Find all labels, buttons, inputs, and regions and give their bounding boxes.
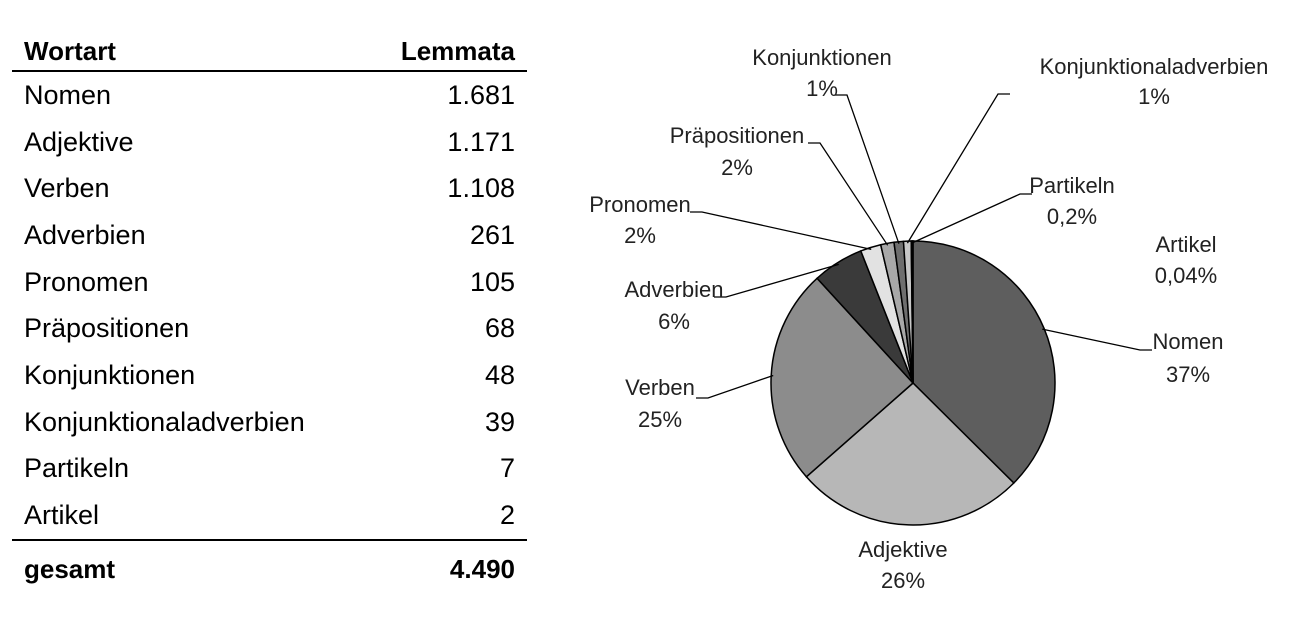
row-wortart: Präpositionen <box>24 313 190 344</box>
table-row: Nomen 1.681 <box>12 72 527 119</box>
pie-chart: Nomen 37% Adjektive 26% Verben 25% Adverbien 6%… <box>589 45 1269 593</box>
header-lemmata: Lemmata <box>400 35 515 66</box>
slice-label: Präpositionen <box>670 123 805 148</box>
slice-percent-label: 2% <box>624 223 656 248</box>
leader-line-nomen <box>1042 328 1152 351</box>
table-header: Wortart Lemmata <box>12 32 527 72</box>
pie-slice-adjektive <box>805 381 1015 526</box>
slice-label: Nomen <box>1153 329 1224 354</box>
row-wortart: Artikel <box>24 500 100 531</box>
slice-percent-label: 2% <box>721 155 753 180</box>
slice-label: Adverbien <box>624 277 723 302</box>
slice-percent-label: 0,04% <box>1155 263 1217 288</box>
row-lemmata: 1.108 <box>447 173 515 204</box>
table-row: Partikeln 7 <box>12 446 527 493</box>
row-wortart: Nomen <box>24 79 112 110</box>
slice-percent-label: 0,2% <box>1047 204 1097 229</box>
slice-label: Artikel <box>1155 232 1216 257</box>
row-lemmata: 68 <box>484 313 515 344</box>
leader-line-adverbien <box>714 263 839 298</box>
row-wortart: Adjektive <box>24 126 134 157</box>
slice-percent-label: 6% <box>658 309 690 334</box>
lemmata-table: Wortart Lemmata Nomen 1.681 Adjektive 1.171… <box>12 32 527 599</box>
slice-percent-label: 25% <box>638 407 682 432</box>
row-lemmata: 48 <box>484 359 515 390</box>
leader-line-konjunktionen <box>835 94 900 244</box>
row-lemmata: 7 <box>499 453 515 484</box>
row-lemmata: 1.171 <box>447 126 515 157</box>
table-row: Präpositionen 68 <box>12 305 527 352</box>
leader-line-partikeln <box>911 193 1032 244</box>
total-value: 4.490 <box>449 554 515 585</box>
row-lemmata: 261 <box>469 219 515 250</box>
table-row: Adverbien 261 <box>12 212 527 259</box>
slice-label: Konjunktionen <box>752 45 891 70</box>
row-wortart: Verben <box>24 173 110 204</box>
table-row: Adjektive 1.171 <box>12 119 527 166</box>
table-row: Pronomen 105 <box>12 259 527 306</box>
table-row: Konjunktionaladverbien 39 <box>12 399 527 446</box>
slice-percent-label: 1% <box>806 76 838 101</box>
slice-percent-label: 1% <box>1138 84 1170 109</box>
slice-percent-label: 26% <box>881 568 925 593</box>
leader-line-präpositionen <box>808 142 889 246</box>
row-wortart: Partikeln <box>24 453 130 484</box>
slice-label: Adjektive <box>858 537 947 562</box>
pie-slice-nomen <box>912 240 1056 485</box>
slice-label: Verben <box>625 375 695 400</box>
total-label: gesamt <box>24 554 116 585</box>
row-wortart: Konjunktionaladverbien <box>24 406 305 437</box>
table-body: Nomen 1.681 Adjektive 1.171 Verben 1.108 Adver… <box>12 72 527 539</box>
row-lemmata: 105 <box>469 266 515 297</box>
slice-label: Partikeln <box>1029 173 1115 198</box>
row-wortart: Adverbien <box>24 219 146 250</box>
table-row: Verben 1.108 <box>12 165 527 212</box>
leader-line-verben <box>696 374 774 399</box>
slice-percent-label: 37% <box>1166 362 1210 387</box>
table-row: Konjunktionen 48 <box>12 352 527 399</box>
slice-label: Konjunktionaladverbien <box>1040 54 1269 79</box>
table-row: Artikel 2 <box>12 492 527 539</box>
row-lemmata: 39 <box>484 406 515 437</box>
leader-line-pronomen <box>690 211 872 251</box>
row-wortart: Pronomen <box>24 266 149 297</box>
slice-label: Pronomen <box>589 192 691 217</box>
row-lemmata: 1.681 <box>447 79 515 110</box>
row-lemmata: 2 <box>499 500 515 531</box>
header-wortart: Wortart <box>24 35 116 66</box>
table-total-row: gesamt 4.490 <box>12 538 527 599</box>
row-wortart: Konjunktionen <box>24 359 196 390</box>
pie-slice-verben <box>770 277 915 478</box>
leader-line-konjunktionaladverbien <box>906 93 1010 244</box>
